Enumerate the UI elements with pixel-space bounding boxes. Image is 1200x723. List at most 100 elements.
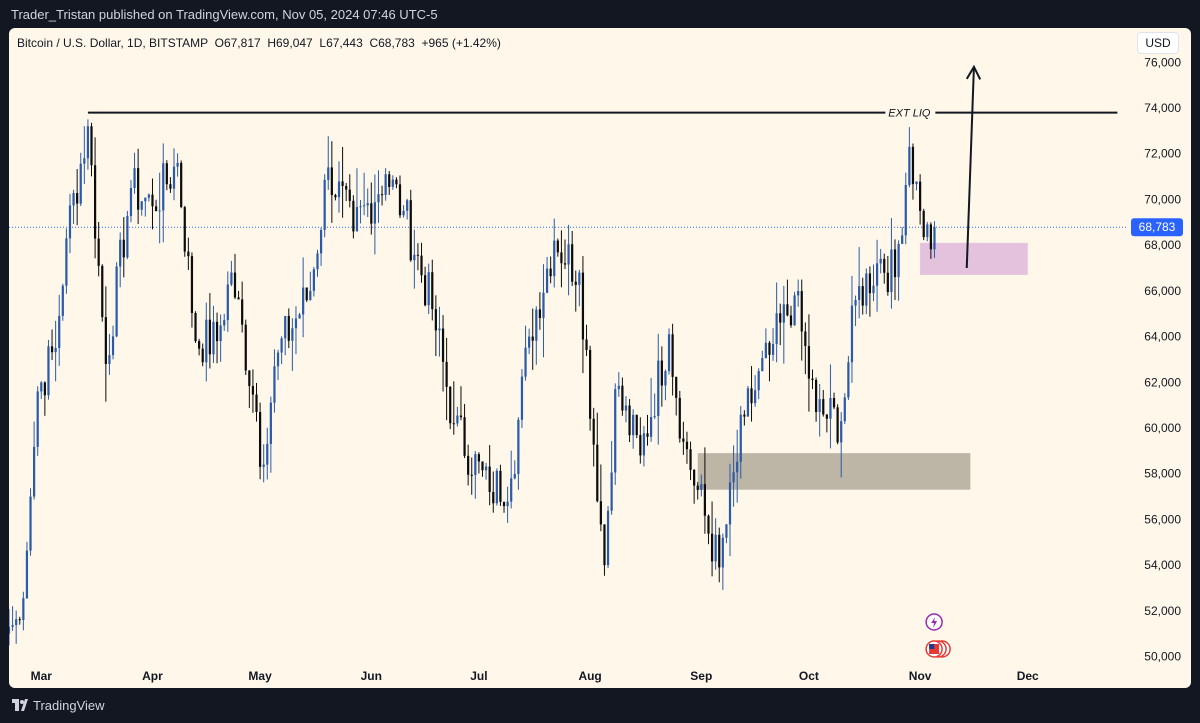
y-tick-label: 72,000	[1144, 147, 1181, 161]
candle-body	[133, 168, 136, 188]
candle-body	[420, 255, 423, 276]
candle-body	[710, 533, 714, 562]
candle-body	[886, 272, 889, 293]
candle-body	[431, 272, 434, 310]
candle-body	[47, 346, 50, 396]
candle-body	[664, 371, 667, 386]
candle-body	[162, 163, 165, 211]
candle-body	[599, 501, 602, 525]
candle-body	[671, 334, 674, 377]
candle-body	[463, 417, 466, 456]
candle-body	[897, 243, 900, 278]
candle-body	[18, 619, 21, 621]
candle-body	[334, 195, 337, 198]
candle-body	[262, 464, 265, 467]
candle-body	[377, 194, 380, 203]
candle-body	[312, 269, 316, 291]
candle-body	[818, 399, 821, 412]
candle-body	[348, 189, 351, 201]
candle-body	[187, 251, 190, 257]
candle-body	[474, 454, 477, 476]
y-tick-label: 56,000	[1144, 512, 1181, 526]
candle-body	[276, 352, 280, 367]
candle-body	[746, 388, 750, 417]
y-tick-label: 54,000	[1144, 558, 1181, 572]
x-tick-label: Apr	[142, 669, 163, 683]
x-tick-label: Nov	[909, 669, 932, 683]
candle-body	[237, 297, 240, 300]
y-tick-label: 58,000	[1144, 467, 1181, 481]
candle-body	[226, 284, 229, 321]
candle-body	[797, 291, 800, 296]
symbol-name: Bitcoin / U.S. Dollar, 1D, BITSTAMP	[17, 36, 208, 50]
candle-body	[449, 386, 452, 424]
candle-body	[843, 397, 846, 422]
footer-bar: TradingView	[0, 688, 1200, 723]
chart-panel[interactable]: EXT LIQ 50,000 52,000 54,000 56,000 58,000 60,…	[9, 28, 1191, 688]
candle-body	[61, 285, 64, 316]
candle-body	[337, 181, 341, 198]
candle-body	[305, 287, 308, 301]
candle-body	[284, 315, 287, 339]
candle-body	[352, 200, 355, 232]
candle-body	[90, 126, 93, 166]
candle-body	[911, 146, 915, 185]
candle-body	[459, 415, 463, 418]
candle-body	[169, 184, 172, 189]
candle-body	[926, 224, 929, 238]
candle-body	[122, 239, 125, 258]
candle-body	[391, 179, 394, 187]
candle-body	[79, 163, 82, 204]
candle-body	[585, 339, 588, 350]
candle-body	[413, 254, 416, 261]
y-tick-label: 60,000	[1144, 421, 1181, 435]
candle-body	[850, 305, 854, 363]
candle-body	[793, 295, 796, 326]
candle-body	[215, 321, 219, 342]
candle-body	[9, 626, 11, 634]
candle-body	[653, 416, 656, 418]
gray-zone	[697, 453, 971, 490]
candle-body	[614, 389, 617, 473]
candle-body	[714, 534, 717, 562]
candle-body	[700, 484, 703, 490]
candle-body	[248, 370, 251, 387]
candle-body	[649, 417, 653, 437]
candle-body	[194, 312, 197, 342]
candle-body	[434, 309, 437, 331]
candle-body	[567, 244, 570, 265]
candle-body	[750, 388, 753, 404]
candle-body	[359, 206, 362, 208]
candle-body	[868, 273, 872, 294]
candle-body	[545, 268, 549, 293]
candle-body	[384, 174, 387, 195]
candle-body	[409, 200, 412, 261]
x-tick-label: Dec	[1017, 669, 1039, 683]
legend-close: C68,783	[369, 36, 415, 50]
candle-body	[807, 346, 811, 379]
candle-body	[506, 501, 509, 507]
candle-body	[696, 485, 699, 490]
candle-body	[258, 412, 262, 467]
candle-body	[97, 238, 100, 266]
candle-body	[269, 402, 272, 444]
candlestick-chart[interactable]: EXT LIQ 50,000 52,000 54,000 56,000 58,000 60,…	[9, 28, 1191, 688]
candle-body	[373, 202, 376, 224]
x-tick-label: Aug	[578, 669, 601, 683]
candle-body	[825, 414, 828, 419]
candle-body	[481, 461, 484, 471]
candle-body	[140, 201, 143, 210]
candle-body	[427, 272, 430, 306]
candle-body	[176, 162, 179, 167]
legend-change: +965 (+1.42%)	[421, 36, 501, 50]
arrow-head	[965, 64, 982, 80]
candle-body	[732, 472, 735, 483]
legend-high: H69,047	[267, 36, 313, 50]
currency-button[interactable]: USD	[1137, 32, 1179, 54]
candle-body	[578, 272, 581, 285]
candle-body	[72, 193, 75, 206]
candle-body	[423, 275, 427, 306]
candle-body	[298, 314, 301, 319]
candle-body	[266, 443, 269, 465]
candle-body	[108, 355, 111, 364]
